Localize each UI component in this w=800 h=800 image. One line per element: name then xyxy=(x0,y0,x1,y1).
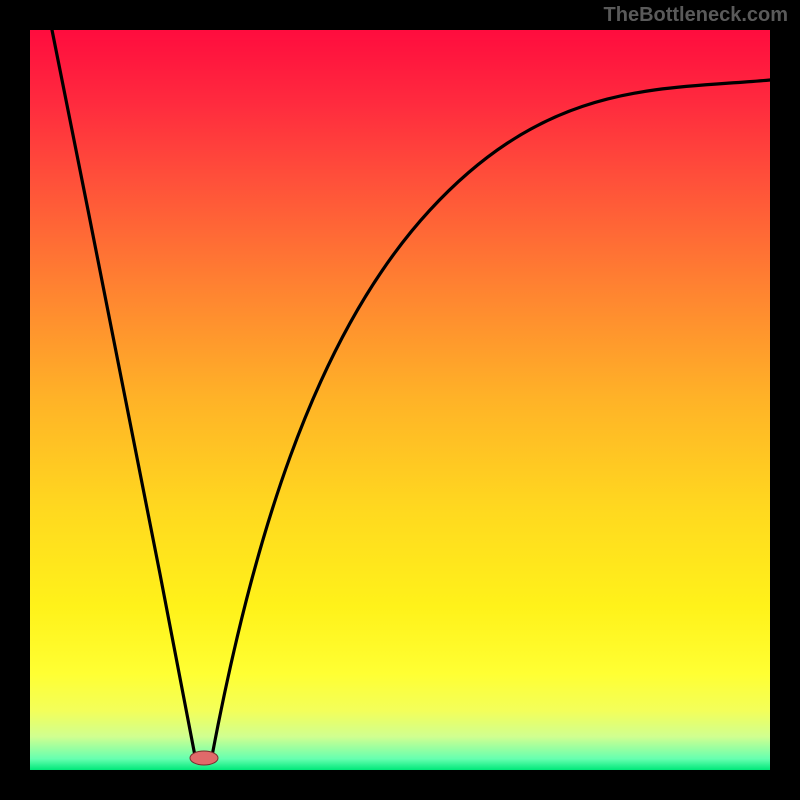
curve-left-branch xyxy=(52,30,195,756)
watermark-text: TheBottleneck.com xyxy=(604,4,788,27)
curve-right-branch xyxy=(212,80,770,756)
curve-overlay-svg xyxy=(0,0,800,800)
chart-container: TheBottleneck.com xyxy=(0,0,800,800)
optimum-marker xyxy=(190,751,218,765)
